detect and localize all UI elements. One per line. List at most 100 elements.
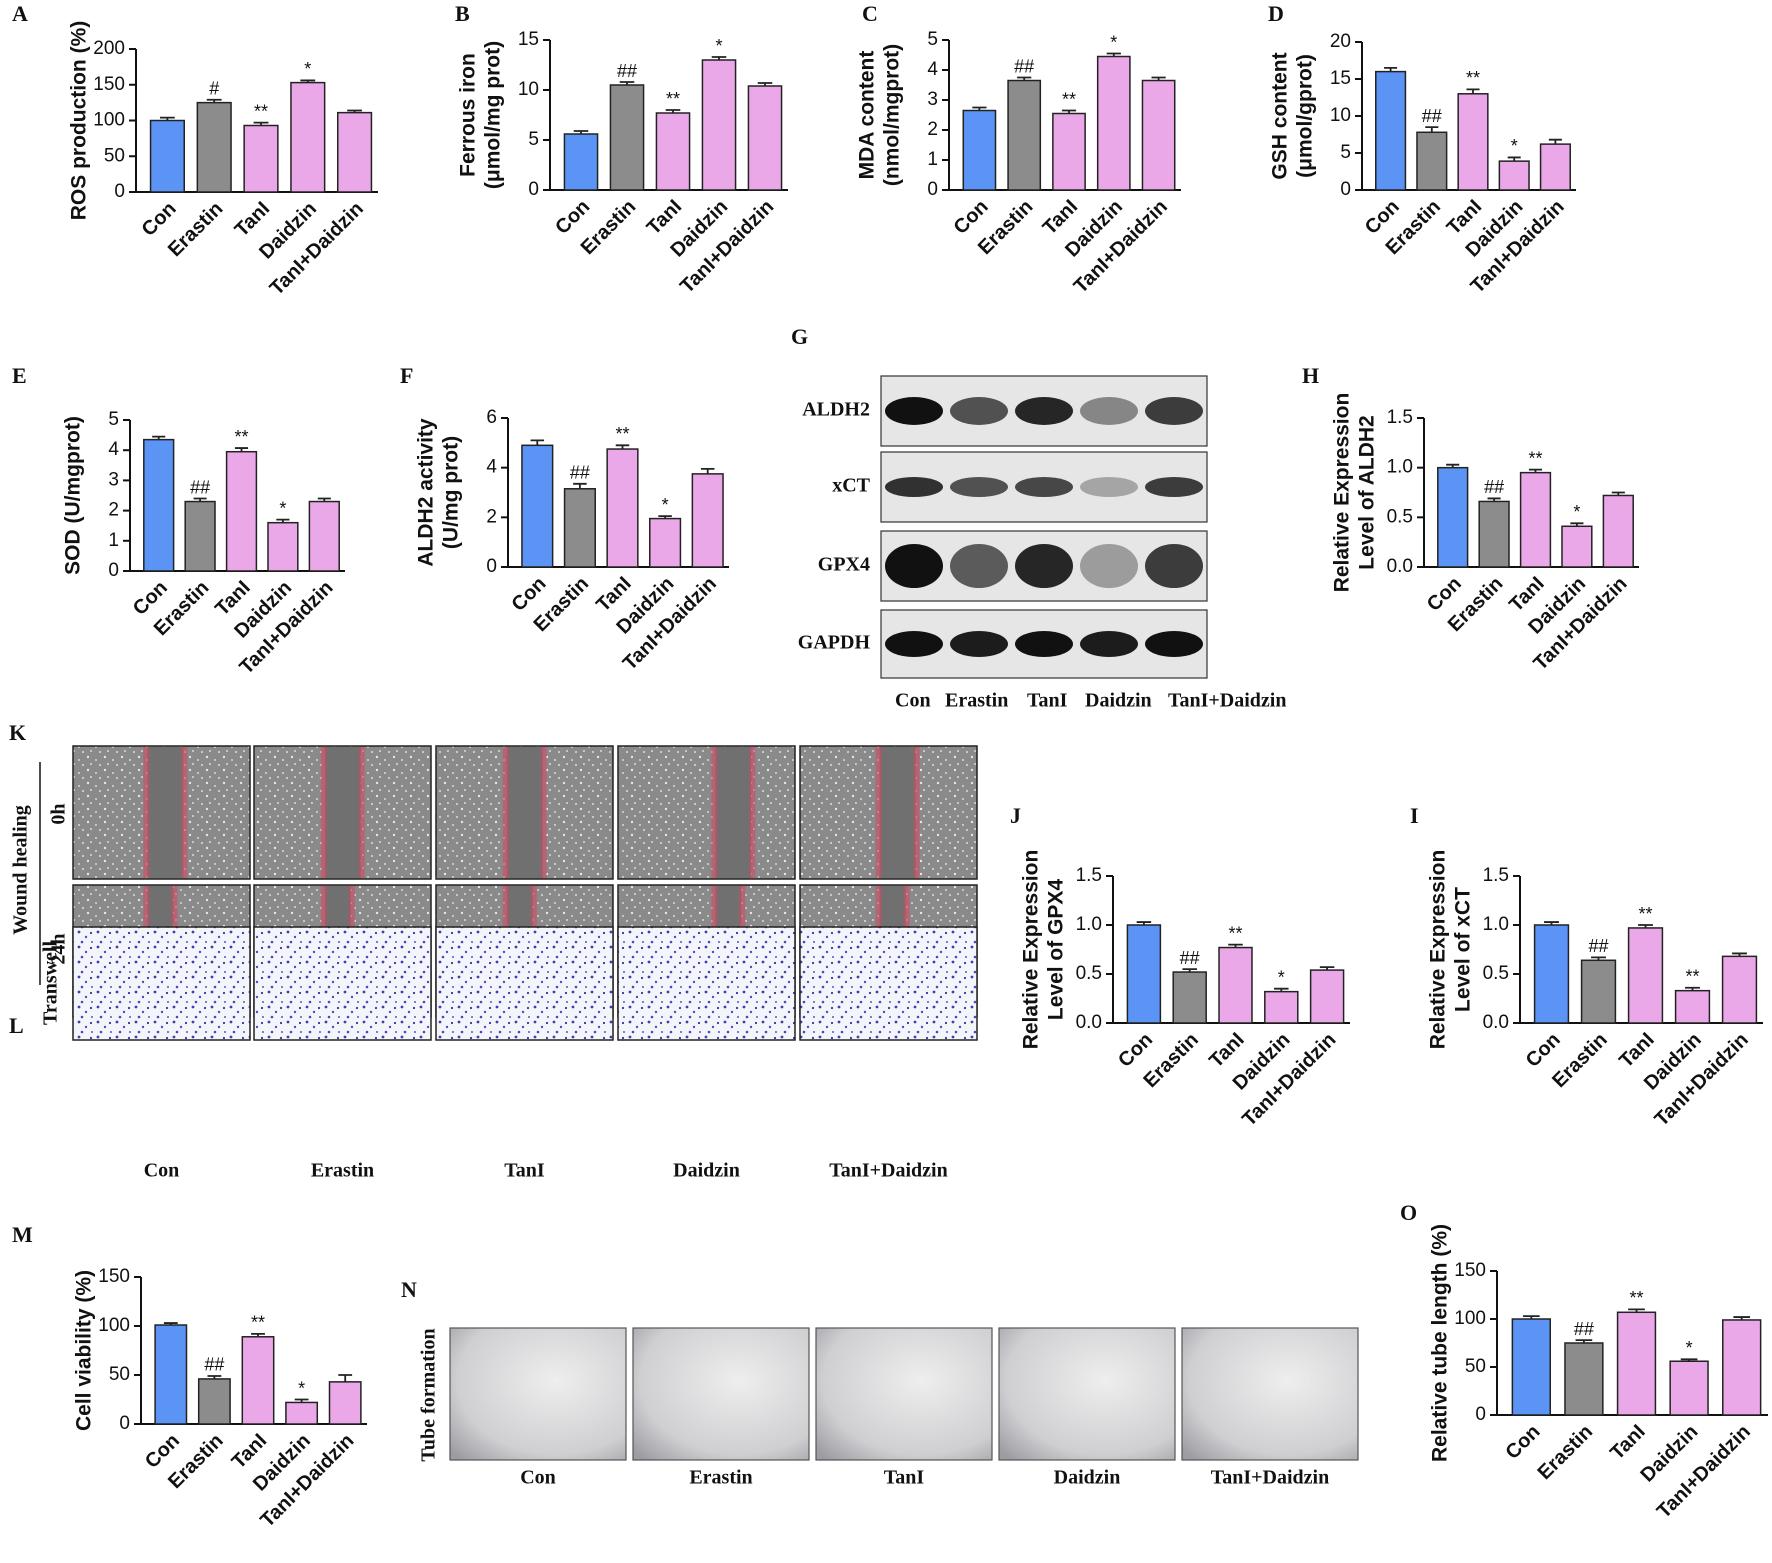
y-tick-label: 0	[528, 179, 539, 200]
y-tick-label: 0	[1340, 179, 1351, 200]
bar	[606, 448, 639, 568]
error-bar	[1151, 76, 1166, 81]
bar	[1007, 79, 1042, 191]
significance: ##	[190, 477, 210, 497]
tube-image	[815, 1327, 993, 1461]
blot-row-label: ALDH2	[802, 399, 870, 421]
y-tick-label: 20	[1330, 31, 1351, 52]
y-tick-label: 100	[93, 110, 125, 131]
error-bar	[573, 482, 587, 489]
error-bar	[757, 82, 773, 86]
significance: ##	[1014, 56, 1034, 76]
blot-row-label: GPX4	[818, 554, 870, 576]
image-panels: G K L N Wound healing 0h 24h Transwell T…	[9, 324, 808, 1462]
significance: ##	[1484, 477, 1504, 497]
blot-band	[1015, 631, 1073, 657]
significance: **	[615, 424, 629, 444]
error-bar	[1425, 126, 1439, 133]
side-label: Wound healing	[10, 805, 32, 935]
y-axis-label: ROS production (%)	[68, 21, 91, 220]
bar	[184, 500, 216, 572]
bar	[1096, 55, 1131, 191]
transwell-image	[435, 926, 614, 1041]
y-axis-label: (nmol/mgprot)	[881, 44, 904, 186]
error-bar	[276, 518, 290, 523]
tube-image	[449, 1327, 627, 1461]
bar	[243, 124, 279, 193]
bar	[308, 500, 340, 572]
group-label: TanI	[884, 1467, 925, 1489]
y-tick-label: 1.5	[1076, 865, 1102, 886]
wound-edge	[181, 747, 188, 878]
y-tick-label: 1.0	[1483, 914, 1509, 935]
y-tick-label: 3	[927, 89, 938, 110]
y-tick-label: 10	[1330, 105, 1351, 126]
significance: **	[234, 427, 248, 447]
panel-letter: F	[400, 363, 413, 388]
significance: **	[251, 1313, 265, 1333]
error-bar	[234, 447, 249, 452]
bar	[1627, 927, 1664, 1024]
y-axis-label: Level of xCT	[1452, 887, 1475, 1012]
y-tick-label: 100	[98, 1315, 130, 1336]
lane-label: Con	[895, 690, 931, 712]
blot-band	[885, 397, 943, 425]
y-tick-label: 5	[108, 409, 119, 430]
error-bar	[300, 79, 316, 83]
wound-image	[617, 745, 796, 880]
y-tick-label: 50	[1465, 1356, 1486, 1377]
blot-band	[1080, 631, 1138, 657]
y-tick-label: 0.5	[1076, 963, 1102, 984]
y-axis-label: GSH content	[1269, 52, 1292, 179]
group-label: TanI+Daidzin	[1211, 1467, 1330, 1489]
bar	[563, 488, 596, 568]
bar	[1172, 971, 1207, 1024]
side-label: Transwell	[40, 941, 62, 1026]
y-axis-label: Ferrous iron	[457, 53, 480, 177]
bar	[1519, 471, 1552, 568]
error-bar	[251, 1332, 265, 1337]
error-bar	[1228, 943, 1243, 948]
y-tick-label: 15	[1330, 68, 1351, 89]
wound-edge	[711, 747, 718, 878]
tube-image	[998, 1327, 1176, 1461]
error-bar	[658, 515, 672, 519]
bar	[1375, 70, 1407, 191]
bar	[1218, 946, 1253, 1024]
bar	[154, 1324, 188, 1425]
error-bar	[1182, 968, 1197, 973]
error-bar	[1628, 1308, 1645, 1313]
bar	[1437, 466, 1469, 568]
y-tick-label: 10	[518, 79, 539, 100]
wound-gap	[506, 747, 543, 878]
error-bar	[1685, 986, 1700, 991]
error-bar	[1638, 924, 1653, 928]
error-bar	[1017, 76, 1032, 81]
bar	[1722, 1319, 1762, 1416]
significance: *	[1511, 136, 1518, 156]
bar	[649, 517, 682, 568]
y-tick-label: 0	[119, 1413, 130, 1434]
group-label: Con	[520, 1467, 556, 1489]
error-bar	[619, 81, 635, 85]
error-bar	[711, 56, 727, 60]
panel-letter: J	[1010, 803, 1021, 828]
error-bar	[1106, 52, 1121, 57]
blot-row-label: GAPDH	[798, 632, 871, 654]
blot-band	[1145, 477, 1203, 497]
y-tick-label: 0.5	[1387, 506, 1413, 527]
significance: *	[715, 36, 722, 56]
bar	[691, 473, 724, 568]
y-tick-label: 150	[98, 1266, 130, 1287]
row-label: 24h	[48, 933, 70, 964]
significance: *	[1573, 502, 1580, 522]
y-tick-label: 2	[927, 119, 938, 140]
y-tick-label: 5	[927, 29, 938, 50]
significance: *	[298, 1378, 305, 1398]
error-bar	[1611, 491, 1625, 496]
bar	[1478, 500, 1510, 568]
error-bar	[1680, 1358, 1698, 1362]
significance: **	[1528, 448, 1542, 468]
significance: *	[1110, 32, 1117, 52]
group-label: TanI+Daidzin	[829, 1160, 948, 1182]
